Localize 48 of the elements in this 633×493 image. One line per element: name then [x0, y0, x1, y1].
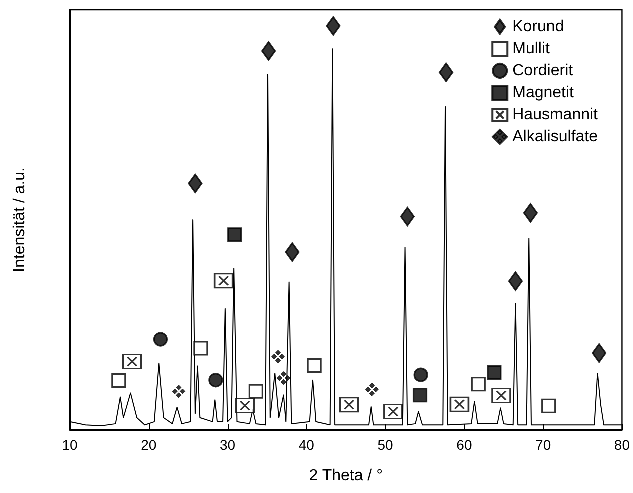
point	[592, 343, 607, 364]
point	[122, 354, 142, 370]
point	[542, 398, 556, 414]
point	[248, 384, 264, 399]
x-tick-label: 10	[62, 437, 78, 453]
x-tick-label: 80	[614, 437, 630, 453]
x-axis-title: 2 Theta / °	[309, 468, 383, 484]
point	[228, 228, 242, 242]
point	[523, 203, 538, 223]
x-tick-label: 60	[456, 437, 472, 453]
point	[112, 373, 126, 388]
point	[277, 372, 291, 386]
point	[450, 396, 470, 412]
point	[235, 398, 255, 414]
point	[508, 272, 524, 292]
x-tick-label: 70	[536, 437, 552, 453]
point	[208, 373, 224, 388]
point	[153, 332, 168, 347]
x-tick-label: 40	[298, 437, 315, 453]
point	[214, 273, 234, 289]
point	[307, 358, 322, 374]
point	[194, 341, 208, 356]
legend-label: Hausmannit	[512, 106, 599, 124]
point	[365, 382, 379, 396]
point	[412, 388, 428, 403]
x-tick-label: 20	[141, 437, 157, 453]
legend-label: Alkalisulfate	[512, 128, 598, 146]
point	[188, 174, 203, 194]
point	[400, 206, 415, 227]
point	[414, 368, 428, 382]
x-tick-label: 50	[378, 437, 394, 453]
point	[471, 377, 486, 392]
legend-label: Cordierit	[512, 62, 574, 80]
legend-label: Mullit	[512, 40, 551, 58]
x-tick-label: 30	[220, 437, 236, 453]
point	[285, 242, 300, 262]
point	[272, 350, 286, 364]
point	[261, 41, 276, 61]
legend-label: Magnetit	[512, 84, 575, 102]
point	[326, 16, 341, 36]
point	[438, 62, 454, 82]
point	[384, 404, 404, 420]
y-axis-title: Intensität / a.u.	[12, 168, 28, 272]
point	[487, 365, 502, 380]
point	[339, 397, 360, 413]
legend-label: Korund	[512, 18, 564, 36]
point	[492, 388, 512, 404]
point	[172, 384, 186, 398]
